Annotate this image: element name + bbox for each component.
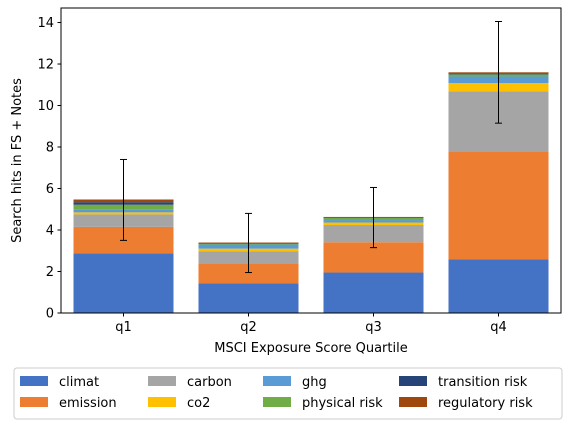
bar-q4-climat [448, 259, 549, 313]
legend-swatch-emission [20, 397, 48, 407]
legend-swatch-physical-risk [263, 397, 291, 407]
plot-frame [60, 7, 562, 314]
y-tick-label: 8 [46, 141, 54, 156]
x-tick-label-q3: q3 [365, 320, 382, 335]
y-tick-label: 14 [37, 16, 54, 31]
bar-q1-climat [73, 253, 174, 313]
x-tick-label-q4: q4 [490, 320, 507, 335]
y-axis-label: Search hits in FS + Notes [10, 78, 25, 243]
x-axis-label: MSCI Exposure Score Quartile [214, 341, 407, 356]
legend-swatch-transition-risk [399, 376, 427, 386]
legend-label-climat: climat [59, 375, 99, 390]
legend-swatch-ghg [263, 376, 291, 386]
error-bars-layer [120, 20, 502, 274]
legend-label-ghg: ghg [302, 375, 327, 390]
bars-layer [73, 72, 549, 313]
legend-label-regulatory-risk: regulatory risk [438, 396, 533, 411]
legend-swatch-regulatory-risk [399, 397, 427, 407]
bar-q2-climat [198, 283, 299, 313]
y-axis: 0 2 4 6 8 10 12 14 [37, 16, 61, 322]
y-tick-label: 2 [46, 265, 54, 280]
legend-label-co2: co2 [187, 396, 210, 411]
x-tick-label-q1: q1 [115, 320, 132, 335]
legend-label-carbon: carbon [187, 375, 232, 390]
x-axis: q1 q2 q3 q4 [115, 313, 507, 335]
y-tick-label: 4 [46, 224, 54, 239]
x-tick-label-q2: q2 [240, 320, 257, 335]
legend-swatch-climat [20, 376, 48, 386]
legend-label-transition-risk: transition risk [438, 375, 528, 390]
legend-swatch-carbon [148, 376, 176, 386]
y-tick-label: 6 [46, 182, 54, 197]
y-tick-label: 0 [46, 307, 54, 322]
legend-swatch-co2 [148, 397, 176, 407]
y-tick-label: 10 [37, 99, 54, 114]
bar-q4-emission [448, 151, 549, 260]
bar-q2-emission [198, 263, 299, 284]
legend-label-emission: emission [59, 396, 117, 411]
legend: climat emission carbon co2 ghg physical risk t… [13, 367, 563, 420]
y-tick-label: 12 [37, 58, 54, 73]
bar-q3-climat [323, 272, 424, 313]
legend-label-physical-risk: physical risk [302, 396, 383, 411]
